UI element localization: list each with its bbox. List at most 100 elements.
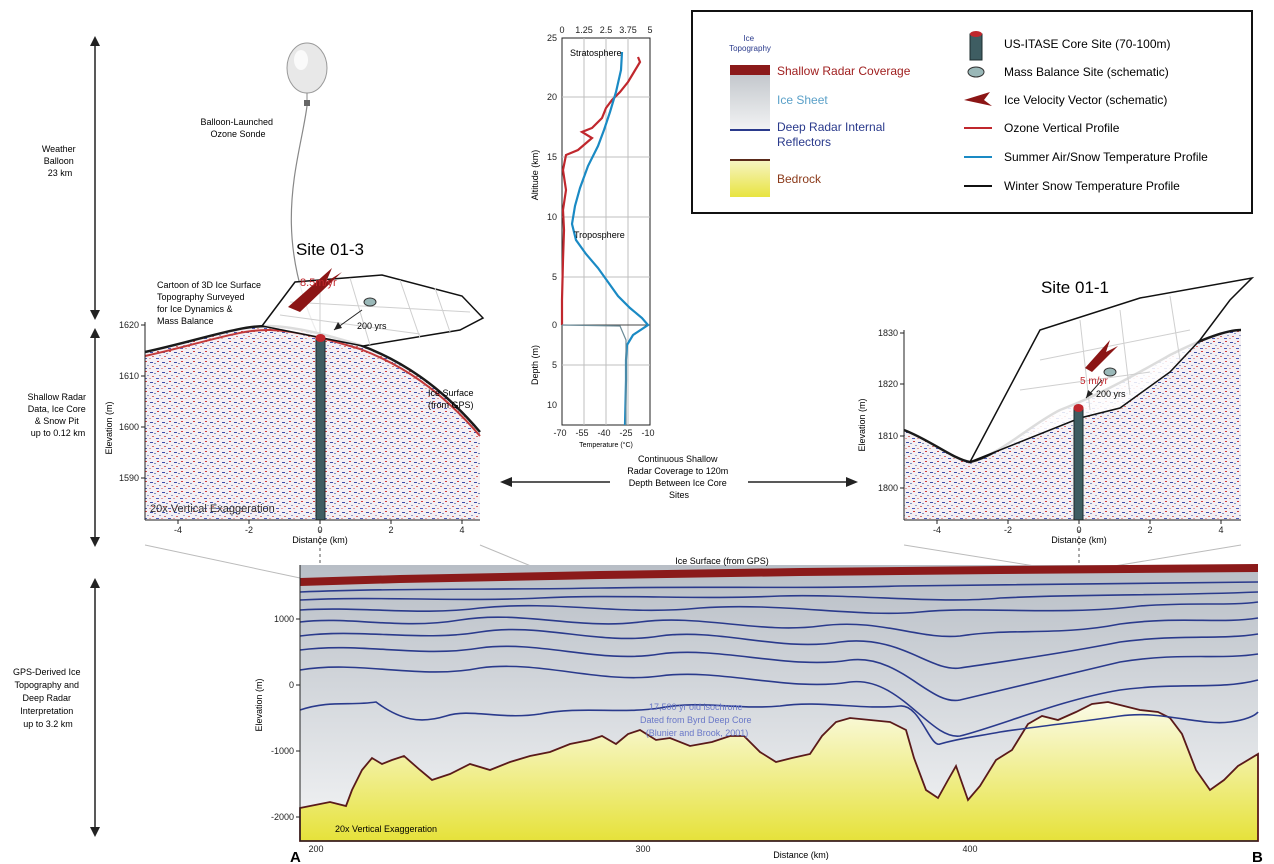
profile-bottom-tick: -70: [553, 428, 566, 438]
isochrone-line-3: (Blunier and Brook, 2001): [646, 728, 749, 738]
site-right-x-label: Distance (km): [1051, 535, 1107, 545]
site-right-title: Site 01-1: [1041, 278, 1109, 297]
site-left-y-tick: 1620: [119, 320, 139, 330]
shallow-line-4: up to 0.12 km: [31, 428, 86, 438]
site-right-x-tick: 4: [1218, 525, 1223, 535]
stratosphere-label: Stratosphere: [570, 48, 622, 58]
point-a-label: A: [290, 849, 301, 864]
profile-bottom-ticks: -70 -55 -40 -25 -10: [553, 428, 654, 438]
profile-alt-tick: 10: [547, 212, 557, 222]
legend-box: [691, 10, 1253, 214]
bottom-y-tick: -1000: [271, 746, 294, 756]
legend-deep-line-2: Reflectors: [777, 135, 831, 149]
site-right-y-tick: 1830: [878, 328, 898, 338]
site-left-x-ticks: -4 -2 0 2 4: [174, 525, 465, 535]
site-right-x-tick: -2: [1004, 525, 1012, 535]
legend-core-label: US-ITASE Core Site (70-100m): [1004, 37, 1171, 51]
profile-bottom-tick: -25: [619, 428, 632, 438]
legend-shallow-label: Shallow Radar Coverage: [777, 64, 911, 78]
bottom-x-tick: 200: [308, 844, 323, 854]
site-left-velocity: 8.5m/yr: [300, 277, 337, 289]
site-right-years: 200 yrs: [1096, 389, 1126, 399]
profile-temp-label: Temperature (°C): [579, 441, 633, 449]
legend-topo-line-2: Topography: [729, 44, 771, 53]
gps-line-1: GPS-Derived Ice: [13, 667, 81, 677]
continuous-line-2: Radar Coverage to 120m: [627, 466, 728, 476]
ice-surface-line-1: Ice Surface: [428, 388, 474, 398]
legend-bedrock-swatch: [730, 161, 770, 197]
weather-line-3: 23 km: [48, 168, 73, 178]
ice-surface-line-2: (from GPS): [428, 400, 474, 410]
vertical-profile-chart: [560, 37, 651, 426]
legend-summer-label: Summer Air/Snow Temperature Profile: [1004, 150, 1208, 164]
isochrone-line-1: 17,500 yr old isochrone: [649, 702, 743, 712]
profile-alt-tick: 15: [547, 152, 557, 162]
site-right-y-label: Elevation (m): [857, 398, 867, 451]
legend-core-icon: [969, 33, 983, 61]
legend-topo-title: Ice Topography: [729, 33, 771, 53]
site-right-y-tick: 1820: [878, 379, 898, 389]
gps-label: GPS-Derived Ice Topography and Deep Rada…: [13, 667, 83, 729]
cartoon-line-3: for Ice Dynamics &: [157, 304, 233, 314]
profile-top-tick: 0: [559, 25, 564, 35]
site-right-y-ticks: 1830 1820 1810 1800: [878, 328, 898, 493]
shallow-label: Shallow Radar Data, Ice Core & Snow Pit …: [27, 392, 88, 438]
shallow-line-1: Shallow Radar: [27, 392, 86, 402]
gps-line-4: Interpretation: [20, 706, 73, 716]
site-left-y-ticks: 1620 1610 1600 1590: [119, 320, 139, 483]
site-left-y-tick: 1600: [119, 422, 139, 432]
bottom-section: [296, 564, 1259, 842]
bottom-x-tick: 300: [635, 844, 650, 854]
legend-deep-label: Deep Radar Internal Reflectors: [777, 120, 888, 149]
gps-line-5: up to 3.2 km: [23, 719, 73, 729]
profile-top-tick: 2.5: [600, 25, 613, 35]
balloon-label: Balloon-Launched Ozone Sonde: [200, 117, 275, 139]
legend-topo-line-1: Ice: [743, 34, 754, 43]
profile-alt-tick: 20: [547, 92, 557, 102]
bottom-x-label: Distance (km): [773, 850, 829, 860]
profile-bottom-tick: -10: [641, 428, 654, 438]
site-left-y-tick: 1610: [119, 371, 139, 381]
legend-velocity-label: Ice Velocity Vector (schematic): [1004, 93, 1167, 107]
continuous-line-1: Continuous Shallow: [638, 454, 718, 464]
site-left-years: 200 yrs: [357, 321, 387, 331]
bottom-x-ticks: 200 300 400: [308, 844, 977, 854]
balloon-line-2: Ozone Sonde: [210, 129, 265, 139]
continuous-line-4: Sites: [669, 490, 690, 500]
continuous-line-3: Depth Between Ice Core: [629, 478, 727, 488]
isochrone-label: 17,500 yr old isochrone Dated from Byrd …: [640, 702, 754, 738]
site-left-y-label: Elevation (m): [104, 401, 114, 454]
site-left-exaggeration: 20x Vertical Exaggeration: [150, 503, 275, 515]
site-right-x-tick: -4: [933, 525, 941, 535]
weather-line-1: Weather: [42, 144, 76, 154]
weather-label: Weather Balloon 23 km: [42, 144, 78, 178]
profile-bottom-tick: -55: [575, 428, 588, 438]
legend-mass-icon: [967, 66, 985, 78]
site-left-x-tick: 4: [459, 525, 464, 535]
cartoon-line-2: Topography Surveyed: [157, 292, 245, 302]
cartoon-line-4: Mass Balance: [157, 316, 214, 326]
troposphere-label: Troposphere: [574, 230, 625, 240]
site-left-ice-surface: Ice Surface (from GPS): [428, 388, 476, 410]
gps-line-3: Deep Radar: [22, 693, 71, 703]
shallow-line-2: Data, Ice Core: [28, 404, 86, 414]
bottom-y-tick: 0: [289, 680, 294, 690]
legend-winter-label: Winter Snow Temperature Profile: [1004, 179, 1180, 193]
profile-alt-tick: 25: [547, 33, 557, 43]
profile-top-tick: 5: [647, 25, 652, 35]
legend-velocity-icon: [964, 92, 992, 106]
legend-ice-label: Ice Sheet: [777, 93, 828, 107]
bottom-y-ticks: 1000 0 -1000 -2000: [271, 614, 294, 822]
site-right-x-tick: 0: [1076, 525, 1081, 535]
cartoon-line-1: Cartoon of 3D Ice Surface: [157, 280, 261, 290]
profile-depth-tick: 10: [547, 400, 557, 410]
bottom-y-tick: 1000: [274, 614, 294, 624]
bottom-y-tick: -2000: [271, 812, 294, 822]
profile-depth-label: Depth (m): [530, 345, 540, 385]
site-left-x-tick: 2: [388, 525, 393, 535]
profile-depth-tick: 5: [552, 360, 557, 370]
site-left-title: Site 01-3: [296, 240, 364, 259]
legend-bedrock-label: Bedrock: [777, 172, 822, 186]
site-left-x-tick: 0: [317, 525, 322, 535]
